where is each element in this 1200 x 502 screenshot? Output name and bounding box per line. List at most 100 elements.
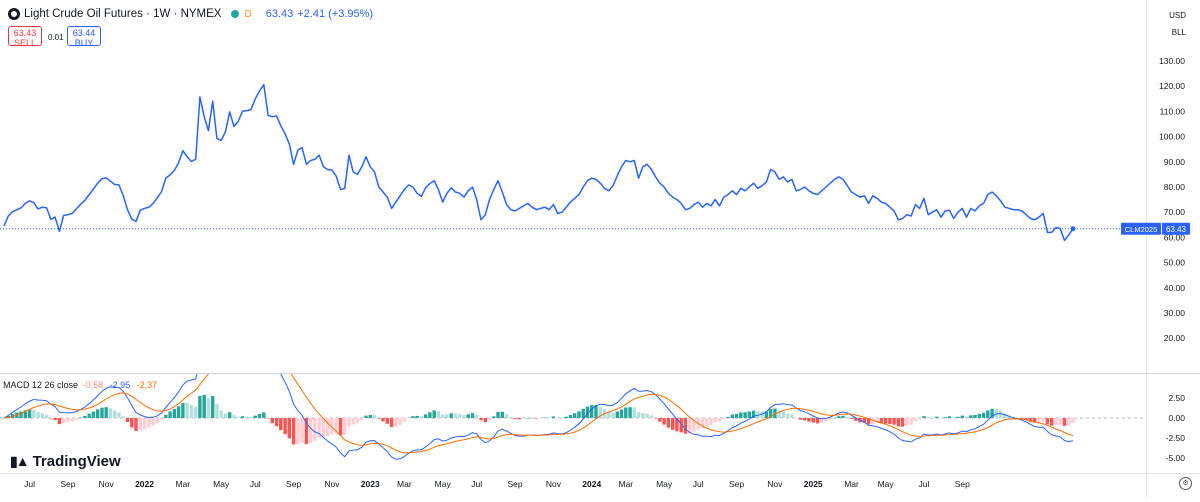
macd-hist-bar <box>360 418 364 420</box>
macd-hist-bar <box>211 396 215 418</box>
macd-hist-bar <box>517 418 521 420</box>
time-tick-label: 2023 <box>361 479 380 489</box>
macd-hist-bar <box>432 410 436 418</box>
macd-hist-bar <box>215 403 219 418</box>
macd-hist-bar <box>291 418 296 445</box>
macd-hist-bar <box>751 410 756 418</box>
macd-hist-bar <box>500 411 504 418</box>
macd-hist-bar <box>355 418 360 423</box>
macd-hist-bar <box>913 418 918 422</box>
macd-hist-bar <box>837 416 841 418</box>
last-point-marker <box>1070 226 1076 232</box>
currency-selector[interactable]: USD <box>1169 11 1186 20</box>
time-tick-label: Mar <box>844 479 859 489</box>
macd-hist-bar <box>504 414 509 418</box>
macd-hist-bar <box>87 413 91 418</box>
time-tick-label: Mar <box>618 479 633 489</box>
chart-title[interactable]: Light Crude Oil Futures · 1W · NYMEX <box>24 8 222 20</box>
macd-hist-bar <box>428 412 432 418</box>
macd-hist-bar <box>671 418 675 430</box>
macd-hist-bar <box>756 411 760 418</box>
macd-hist-bar <box>798 418 803 420</box>
macd-signal-value: -2.37 <box>136 380 158 390</box>
macd-hist-bar <box>274 418 279 427</box>
buy-button[interactable]: 63.44 BUY <box>67 26 101 48</box>
macd-hist-bar <box>730 414 734 418</box>
macd-hist-bar <box>487 418 492 420</box>
price-tick-label: 110.00 <box>1160 106 1186 116</box>
macd-hist-bar <box>193 406 198 418</box>
macd-hist-bar <box>19 411 23 418</box>
macd-hist-bar <box>466 414 470 418</box>
macd-hist-bar <box>347 418 351 427</box>
macd-hist-bar <box>283 418 287 435</box>
time-tick-label: May <box>435 479 452 489</box>
time-tick-label: Sep <box>955 479 970 489</box>
price-tick-label: 50.00 <box>1164 258 1186 268</box>
macd-hist-bar <box>108 408 113 418</box>
macd-hist-bar <box>228 412 232 418</box>
macd-hist-bar <box>653 418 658 419</box>
macd-hist-bar <box>1024 418 1028 421</box>
macd-hist-bar <box>232 415 236 418</box>
macd-hist-bar <box>240 416 245 418</box>
macd-hist-bar <box>619 409 624 418</box>
unit-selector[interactable]: BLL <box>1171 28 1186 37</box>
price-tick-label: 70.00 <box>1164 207 1186 217</box>
macd-hist-bar <box>168 411 172 418</box>
macd-hist-bar <box>436 411 441 418</box>
macd-hist-bar <box>343 418 347 435</box>
macd-hist-bar <box>807 418 811 422</box>
macd-hist-bar <box>1054 418 1058 425</box>
macd-legend[interactable]: MACD 12 26 close -0.58 -2.95 -2.37 <box>3 380 157 390</box>
price-line <box>3 83 1074 242</box>
macd-hist-bar <box>121 416 125 418</box>
macd-hist-bar <box>470 413 475 418</box>
macd-hist-bar <box>304 418 309 445</box>
macd-hist-bar <box>198 396 202 418</box>
macd-hist-bar <box>406 418 411 419</box>
macd-hist-bar <box>649 415 654 418</box>
time-tick-label: Nov <box>767 479 783 489</box>
time-tick-label: Nov <box>99 479 115 489</box>
macd-hist-bar <box>909 418 913 425</box>
macd-hist-bar <box>722 418 726 420</box>
time-tick-label: Sep <box>286 479 301 489</box>
macd-hist-bar <box>828 418 832 420</box>
time-tick-label: Sep <box>508 479 523 489</box>
time-tick-label: Jul <box>693 479 704 489</box>
macd-hist-bar <box>270 418 274 424</box>
macd-hist-bar <box>594 405 598 418</box>
macd-hist-bar <box>300 418 304 443</box>
tradingview-logo[interactable]: ▮▲ TradingView <box>10 453 121 470</box>
price-tick-label: 80.00 <box>1164 182 1186 192</box>
gear-icon[interactable]: ⚙ <box>1179 477 1192 490</box>
macd-hist-bar <box>598 406 602 418</box>
macd-hist-bar <box>23 410 27 418</box>
macd-hist-bar <box>521 418 526 419</box>
macd-hist-bar <box>892 418 896 425</box>
macd-hist-bar <box>658 418 662 422</box>
macd-hist-bar <box>377 418 381 419</box>
macd-hist-bar <box>66 418 70 423</box>
macd-histogram <box>2 394 1075 445</box>
macd-hist-bar <box>479 418 483 421</box>
macd-hist-bar <box>1067 418 1071 426</box>
delayed-badge[interactable]: D <box>244 8 252 20</box>
macd-hist-bar <box>151 418 155 426</box>
macd-hist-bar <box>138 418 142 431</box>
macd-hist-bar <box>1015 418 1020 419</box>
macd-line-value: -2.95 <box>109 380 131 390</box>
last-price-tag: 63.43 <box>1166 225 1187 234</box>
macd-tick-label: 2.50 <box>1168 393 1185 403</box>
macd-hist-bar <box>900 418 905 427</box>
sell-button[interactable]: 63.43 SELL <box>8 26 42 48</box>
macd-hist-bar <box>692 418 696 432</box>
macd-hist-bar <box>445 414 449 418</box>
macd-hist-bar <box>866 418 871 425</box>
macd-hist-bar <box>27 409 32 418</box>
macd-hist-bar <box>462 415 466 418</box>
macd-hist-bar <box>483 418 487 423</box>
price-tick-label: 120.00 <box>1159 81 1185 91</box>
